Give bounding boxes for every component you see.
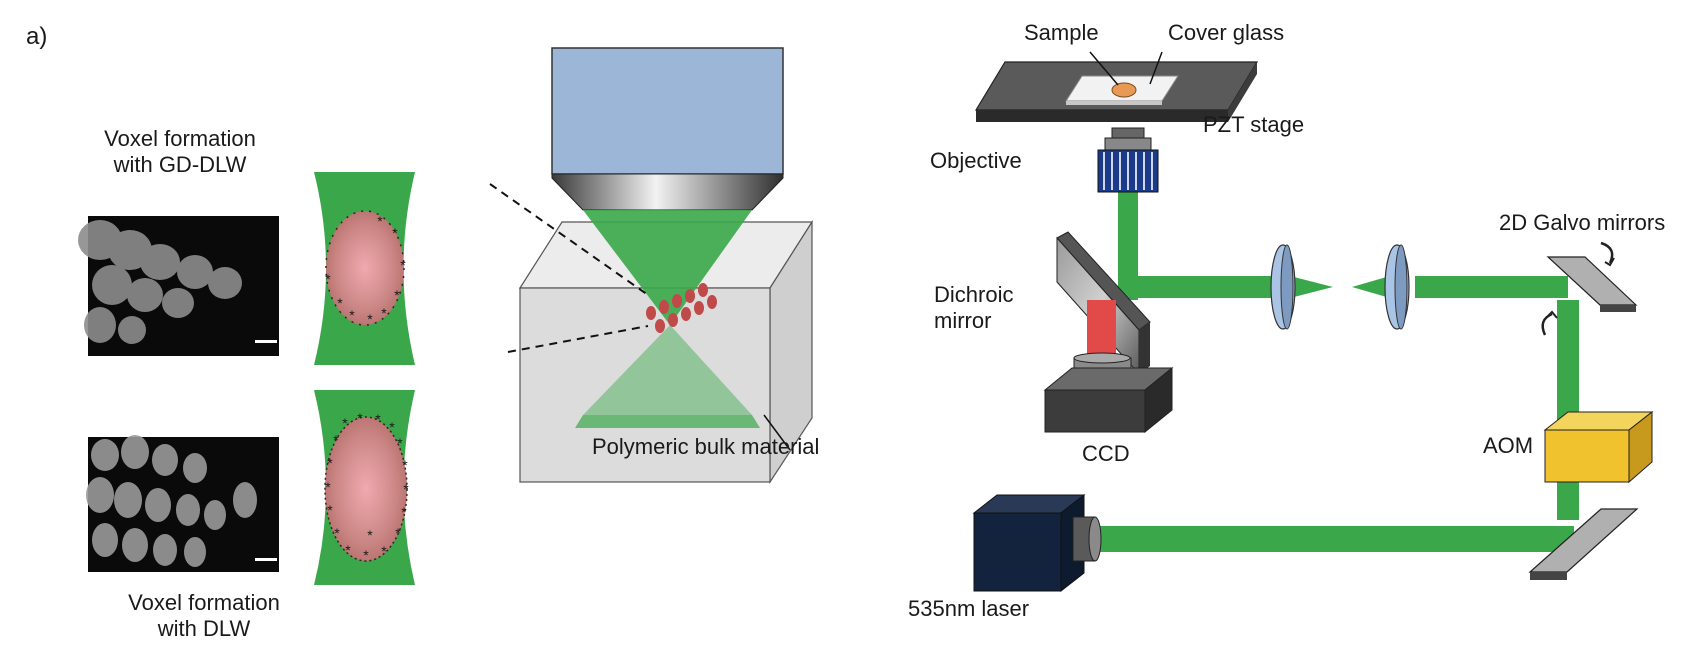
voxel-dots: [646, 283, 717, 333]
galvo-mirror: [1546, 256, 1638, 312]
svg-text:*: *: [327, 502, 333, 518]
svg-text:*: *: [392, 225, 398, 241]
galvo-label: 2D Galvo mirrors: [1499, 210, 1666, 235]
relay-lens-1: [1270, 244, 1296, 330]
svg-text:*: *: [397, 435, 403, 451]
focused-beam: [575, 210, 760, 428]
ccd-camera: [1043, 352, 1174, 434]
svg-text:*: *: [381, 543, 387, 559]
svg-text:*: *: [357, 410, 363, 426]
dlw-caption-line2: with DLW: [157, 616, 251, 641]
svg-text:*: *: [363, 547, 369, 563]
objective-label: Objective: [930, 148, 1022, 173]
pzt-stage-label: PZT stage: [1203, 112, 1305, 137]
svg-text:*: *: [403, 481, 409, 497]
bulk-material-label: Polymeric bulk material: [592, 434, 820, 459]
dlw-caption-line1: Voxel formation: [128, 590, 280, 615]
svg-text:*: *: [325, 271, 331, 287]
svg-text:*: *: [389, 419, 395, 435]
dlw-caption: Voxel formation with DLW: [94, 590, 314, 642]
svg-text:*: *: [394, 287, 400, 303]
galvo-rotation-arrows: [1541, 241, 1615, 336]
svg-text:*: *: [334, 525, 340, 541]
svg-text:*: *: [400, 257, 406, 273]
svg-text:*: *: [367, 527, 373, 543]
svg-text:*: *: [401, 504, 407, 520]
dichroic-label-line2: mirror: [934, 308, 992, 333]
sample-leader-lines: [1089, 51, 1163, 86]
relay-lens-2: [1384, 244, 1410, 330]
panel-label: a): [26, 23, 48, 50]
svg-text:*: *: [342, 415, 348, 431]
dlw-voxel-diagram: * * * ** * * ** ** * * ** * **: [314, 390, 415, 585]
writing-objective: [551, 47, 784, 211]
sample-drop: [1111, 82, 1137, 98]
cover-glass-label: Cover glass: [1168, 20, 1285, 45]
svg-text:*: *: [325, 479, 331, 495]
dlw-micrograph: [86, 435, 279, 572]
svg-text:*: *: [327, 455, 333, 471]
sample-label: Sample: [1024, 20, 1099, 45]
svg-text:*: *: [337, 295, 343, 311]
svg-text:*: *: [349, 307, 355, 323]
ccd-label: CCD: [1082, 441, 1130, 466]
aom-box: [1543, 410, 1654, 484]
svg-text:*: *: [333, 432, 339, 448]
dichroic-label: Dichroic mirror: [934, 282, 1013, 334]
dichroic-label-line1: Dichroic: [934, 282, 1014, 307]
bulk-material-block: [518, 219, 814, 485]
gd-dlw-voxel-diagram: *** *** ***: [314, 172, 415, 365]
zoom-lines: [489, 183, 649, 353]
svg-text:*: *: [375, 411, 381, 427]
bulk-pointer: [763, 414, 791, 451]
gd-dlw-micrograph: [78, 216, 279, 356]
svg-text:*: *: [377, 213, 383, 229]
gd-dlw-caption-line2: with GD-DLW: [113, 152, 247, 177]
setup-beam-path: [1092, 140, 1579, 552]
ccd-red-beam: [1087, 300, 1116, 360]
svg-text:*: *: [345, 542, 351, 558]
gd-dlw-caption-line1: Voxel formation: [104, 126, 256, 151]
setup-objective: [1097, 127, 1159, 193]
svg-text:*: *: [367, 311, 373, 327]
laser-label: 535nm laser: [908, 596, 1030, 621]
fold-mirror: [1528, 508, 1639, 580]
svg-text:*: *: [402, 457, 408, 473]
svg-text:*: *: [395, 525, 401, 541]
aom-label: AOM: [1483, 433, 1534, 458]
laser-source: [972, 493, 1102, 593]
svg-text:*: *: [381, 305, 387, 321]
gd-dlw-caption: Voxel formation with GD-DLW: [70, 126, 290, 178]
